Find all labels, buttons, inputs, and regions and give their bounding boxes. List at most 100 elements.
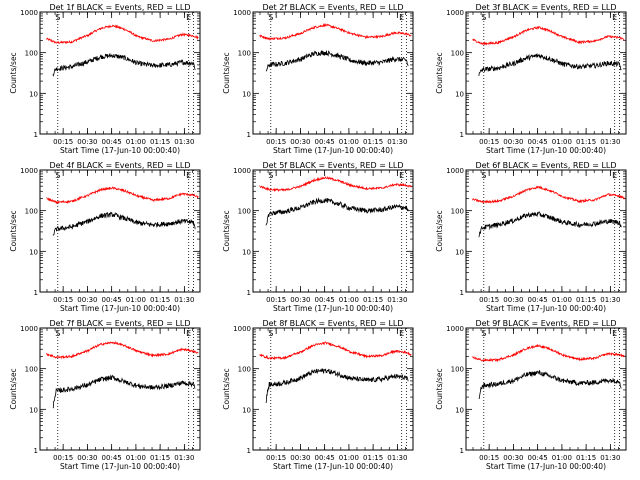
- chart-title: Det 4f BLACK = Events, RED = LLD: [49, 161, 190, 170]
- y-tick-label: 100: [451, 366, 464, 374]
- lld-series-line: [46, 340, 199, 360]
- y-tick-label: 1: [247, 447, 251, 455]
- x-tick-label: 01:30: [387, 454, 407, 462]
- x-tick-label: 00:45: [102, 138, 122, 146]
- x-tick-label: 01:15: [576, 296, 596, 304]
- x-axis-label: Start Time (17-Jun-10 00:00:40): [273, 146, 393, 155]
- y-tick-label: 10: [455, 90, 464, 98]
- start-marker-label: S: [55, 13, 60, 22]
- chart-title: Det 2f BLACK = Events, RED = LLD: [262, 3, 403, 12]
- x-tick-label: 00:45: [102, 296, 122, 304]
- y-tick-label: 1000: [446, 167, 464, 175]
- events-series-line: [478, 53, 622, 77]
- end-marker-label: E: [399, 171, 404, 180]
- y-tick-label: 10: [29, 248, 38, 256]
- chart-title: Det 6f BLACK = Events, RED = LLD: [475, 161, 616, 170]
- lld-series-line: [46, 24, 199, 45]
- events-series-line: [52, 52, 196, 77]
- end-marker-label: E: [186, 329, 191, 338]
- y-tick-label: 1: [247, 289, 251, 297]
- x-tick-label: 01:15: [150, 138, 170, 146]
- x-axis-label: Start Time (17-Jun-10 00:00:40): [486, 304, 606, 313]
- y-tick-label: 1000: [446, 325, 464, 333]
- plot-frame: [252, 327, 414, 451]
- x-tick-label: 01:00: [339, 296, 359, 304]
- lld-series-line: [259, 176, 412, 193]
- y-axis-label: Counts/sec: [435, 368, 444, 409]
- x-tick-label: 00:30: [503, 138, 523, 146]
- x-tick-label: 00:45: [528, 296, 548, 304]
- events-series-line: [265, 197, 409, 226]
- x-tick-label: 01:30: [600, 138, 620, 146]
- y-tick-label: 100: [451, 50, 464, 58]
- y-tick-label: 1: [460, 447, 464, 455]
- end-marker-label: E: [399, 329, 404, 338]
- chart-panel-6: Det 6f BLACK = Events, RED = LLD 1 10 100 10…: [435, 161, 627, 313]
- start-marker-label: S: [481, 329, 486, 338]
- y-axis-label: Counts/sec: [222, 368, 231, 409]
- x-tick-label: 00:15: [479, 138, 499, 146]
- x-tick-label: 00:30: [503, 296, 523, 304]
- x-axis-label: Start Time (17-Jun-10 00:00:40): [273, 304, 393, 313]
- plot-frame: [252, 169, 414, 293]
- x-axis-label: Start Time (17-Jun-10 00:00:40): [486, 462, 606, 471]
- y-tick-label: 10: [242, 406, 251, 414]
- events-series-line: [52, 374, 196, 409]
- x-tick-label: 00:45: [315, 138, 335, 146]
- y-axis-label: Counts/sec: [222, 210, 231, 251]
- plot-frame: [252, 11, 414, 135]
- chart-panel-3: Det 3f BLACK = Events, RED = LLD 1 10 100 10…: [435, 3, 627, 155]
- y-tick-label: 1: [34, 289, 38, 297]
- y-axis-label: Counts/sec: [222, 52, 231, 93]
- chart-panel-5: Det 5f BLACK = Events, RED = LLD 1 10 100 10…: [222, 161, 414, 313]
- plot-frame: [465, 327, 627, 451]
- x-axis-label: Start Time (17-Jun-10 00:00:40): [273, 462, 393, 471]
- y-tick-label: 1000: [233, 325, 251, 333]
- lld-series-line: [472, 185, 625, 205]
- x-tick-label: 00:30: [290, 138, 310, 146]
- chart-title: Det 1f BLACK = Events, RED = LLD: [49, 3, 190, 12]
- lld-series-line: [472, 343, 625, 363]
- x-tick-label: 01:00: [339, 454, 359, 462]
- x-tick-label: 01:15: [363, 454, 383, 462]
- start-marker-label: S: [55, 329, 60, 338]
- chart-title: Det 3f BLACK = Events, RED = LLD: [475, 3, 616, 12]
- chart-panel-9: Det 9f BLACK = Events, RED = LLD 1 10 100 10…: [435, 319, 627, 471]
- y-tick-label: 100: [25, 208, 38, 216]
- x-tick-label: 00:15: [53, 138, 73, 146]
- x-tick-label: 00:45: [102, 454, 122, 462]
- plot-frame: [39, 169, 201, 293]
- y-axis-label: Counts/sec: [9, 210, 18, 251]
- y-tick-label: 1000: [20, 167, 38, 175]
- y-tick-label: 1000: [446, 9, 464, 17]
- x-tick-label: 01:15: [363, 296, 383, 304]
- y-tick-label: 100: [238, 208, 251, 216]
- y-tick-label: 10: [455, 406, 464, 414]
- x-tick-label: 01:30: [387, 296, 407, 304]
- x-tick-label: 00:30: [77, 296, 97, 304]
- x-tick-label: 01:00: [126, 454, 146, 462]
- x-tick-label: 00:15: [53, 296, 73, 304]
- x-tick-label: 00:45: [528, 138, 548, 146]
- start-marker-label: S: [268, 13, 273, 22]
- x-tick-label: 00:45: [315, 454, 335, 462]
- end-marker-label: E: [186, 171, 191, 180]
- end-marker-label: E: [186, 13, 191, 22]
- x-tick-label: 00:30: [290, 296, 310, 304]
- x-tick-label: 01:15: [576, 138, 596, 146]
- plot-frame: [465, 169, 627, 293]
- x-tick-label: 00:30: [503, 454, 523, 462]
- events-series-line: [52, 211, 196, 236]
- x-tick-label: 01:15: [150, 454, 170, 462]
- x-tick-label: 00:15: [479, 454, 499, 462]
- x-tick-label: 01:30: [387, 138, 407, 146]
- y-tick-label: 10: [242, 248, 251, 256]
- chart-title: Det 5f BLACK = Events, RED = LLD: [262, 161, 403, 170]
- lld-series-line: [472, 25, 625, 46]
- y-tick-label: 10: [455, 248, 464, 256]
- chart-panel-4: Det 4f BLACK = Events, RED = LLD 1 10 100 10…: [9, 161, 201, 313]
- y-tick-label: 1000: [233, 167, 251, 175]
- start-marker-label: S: [268, 329, 273, 338]
- x-tick-label: 00:15: [266, 454, 286, 462]
- y-tick-label: 10: [29, 406, 38, 414]
